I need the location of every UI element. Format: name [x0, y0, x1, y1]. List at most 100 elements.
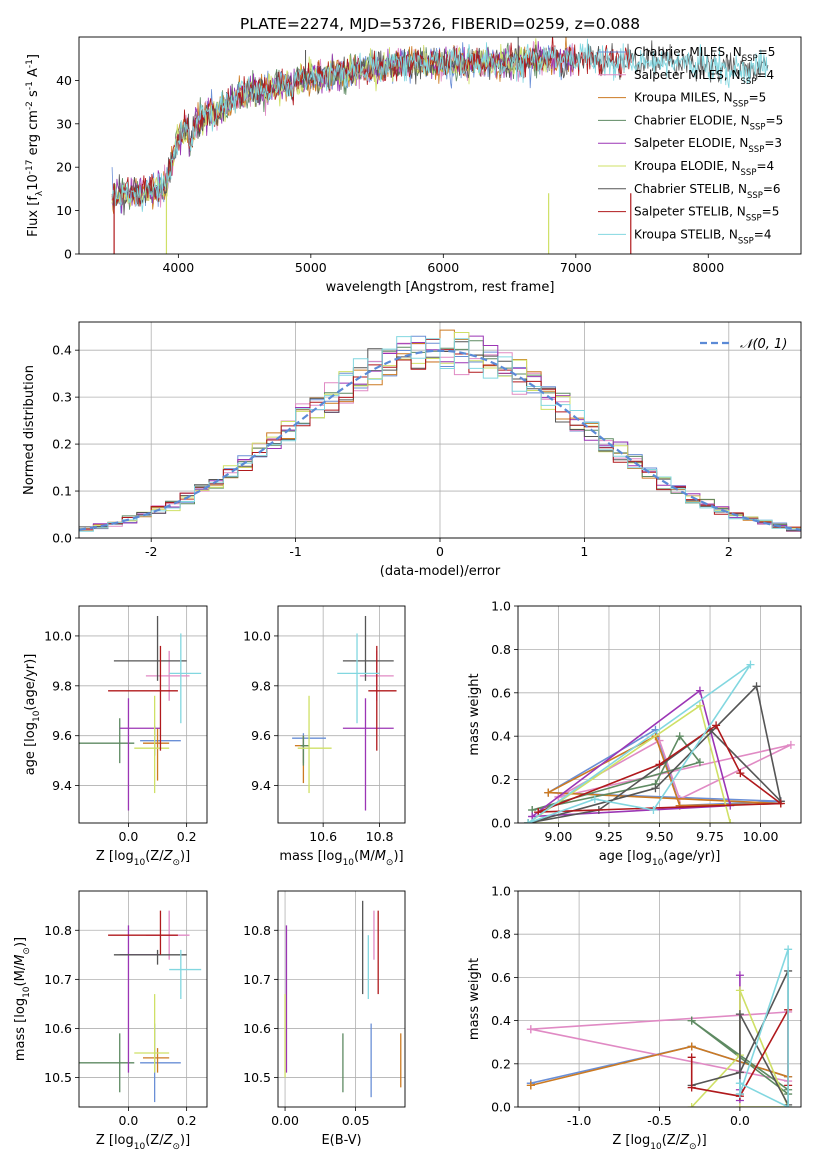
label-part: mass weight [467, 673, 482, 755]
spectrum-line [111, 37, 632, 207]
y-tick-label: 0 [64, 247, 72, 262]
legend-sub: SSP [733, 100, 749, 110]
label-part: mass [ [279, 849, 322, 864]
legend-value: =4 [756, 159, 774, 173]
label-part: -17 [25, 160, 35, 175]
weight-marker [735, 1103, 744, 1107]
panel-weight-vs-Z: -1.0 -0.5 0.0 0.0 0.2 0.4 0.6 0.8 1.0 Z [log10(Z/… [467, 884, 802, 1152]
weight-marker [687, 1016, 696, 1025]
weight-marker [544, 788, 553, 797]
label-part: Z [ [96, 849, 114, 864]
label-part: (M/ [13, 965, 28, 986]
legend-name: Kroupa MILES, N [634, 91, 733, 105]
legend-label: Kroupa ELODIE, NSSP=4 [634, 159, 774, 178]
weight-marker [687, 1053, 696, 1062]
x-tick-label: 0 [436, 544, 444, 559]
label-part: Z [163, 1133, 174, 1148]
label-part: 10 [26, 174, 41, 191]
y-tick-label: 10.8 [243, 923, 271, 938]
label-part: (Z/ [662, 1133, 681, 1148]
legend-name: Kroupa ELODIE, N [634, 159, 741, 173]
x-tick-label: 8000 [692, 260, 724, 275]
x-axis-label: E(B-V) [321, 1133, 361, 1148]
legend-value: =6 [763, 182, 781, 196]
y-tick-label: 10.5 [44, 1070, 72, 1085]
panel-weight-vs-age: 9.00 9.25 9.50 9.75 10.00 0.0 0.2 0.4 0.6 0.8 1.0 a… [467, 599, 802, 868]
legend-label: Chabrier STELIB, NSSP=6 [634, 182, 781, 201]
y-tick-label: 9.8 [52, 678, 72, 693]
label-part: E(B-V) [321, 1133, 361, 1148]
legend-sub: SSP [750, 122, 766, 132]
legend-label: Chabrier MILES, NSSP=5 [634, 45, 775, 64]
weight-marker [687, 1042, 696, 1051]
label-part: log [630, 1133, 650, 1148]
y-tick-label: 0.0 [491, 816, 511, 831]
legend-name: Chabrier ELODIE, N [634, 113, 750, 127]
y-tick-label: 0.3 [52, 390, 72, 405]
weight-marker [675, 732, 684, 741]
legend-value: =5 [758, 45, 776, 59]
label-part: erg cm [26, 110, 41, 159]
legend-sub: SSP [742, 54, 758, 64]
label-part: (age/yr)] [23, 654, 38, 711]
x-tick-label: 0.2 [177, 829, 197, 844]
label-part: log [632, 849, 652, 864]
label-part: (data-model)/error [380, 564, 501, 579]
label-part: A [26, 68, 41, 81]
label-part: (M/ [354, 849, 375, 864]
weight-marker [776, 799, 785, 808]
weight-marker [735, 1079, 744, 1088]
label-part: log [323, 849, 343, 864]
x-tick-label: -0.5 [647, 1113, 671, 1128]
legend-value: =5 [762, 205, 780, 219]
label-part: 10 [343, 858, 355, 868]
x-axis-label: Z [log10(Z/Z⊙)] [96, 849, 190, 868]
x-tick-label: 1 [580, 544, 588, 559]
label-part: Z [ [96, 1133, 114, 1148]
label-part: log [23, 722, 38, 742]
x-tick-label: 0.0 [119, 1113, 139, 1128]
label-part: 10 [22, 986, 32, 998]
label-part: )] [180, 1133, 190, 1148]
y-tick-label: 10.5 [243, 1070, 271, 1085]
label-part: age [ [23, 742, 38, 775]
y-tick-label: 9.4 [251, 778, 271, 793]
y-tick-label: 0.6 [491, 685, 511, 700]
y-tick-label: 0.0 [491, 1100, 511, 1115]
y-tick-label: 9.6 [52, 728, 72, 743]
y-tick-label: 0.6 [491, 970, 511, 985]
y-tick-label: 1.0 [491, 599, 511, 614]
y-tick-label: 1.0 [491, 884, 511, 899]
x-tick-label: -1.0 [567, 1113, 591, 1128]
legend-value: =4 [756, 68, 774, 82]
weight-marker [735, 971, 744, 980]
legend-value: =5 [766, 113, 784, 127]
y-tick-label: 0.8 [491, 642, 511, 657]
weight-line [527, 704, 732, 823]
weight-marker [735, 986, 744, 995]
x-tick-label: 9.75 [696, 829, 724, 844]
weight-marker [735, 1068, 744, 1077]
weight-marker [786, 740, 795, 749]
weight-marker [695, 701, 704, 710]
label-part: )] [697, 1133, 707, 1148]
label-part: mass weight [467, 958, 482, 1040]
y-tick-label: 30 [56, 116, 72, 131]
panel-mass-vs-Z: 0.0 0.210.510.610.710.8Z [log10(Z/Z⊙)]mas… [13, 890, 208, 1152]
legend-sub: SSP [748, 145, 764, 155]
legend-sub: SSP [747, 191, 763, 201]
label-part: -1 [25, 81, 35, 90]
legend-label: Salpeter ELODIE, NSSP=3 [634, 136, 782, 155]
x-tick-label: 4000 [162, 260, 194, 275]
y-tick-label: 0.2 [491, 772, 511, 787]
plot-area [526, 945, 793, 1107]
x-axis-label: (data-model)/error [380, 564, 501, 579]
y-axis-label: Flux [fλ10-17 erg cm-2 s-1 A-1] [25, 54, 45, 237]
y-tick-label: 10.6 [243, 1021, 271, 1036]
label-part: ⊙ [689, 1142, 697, 1152]
x-tick-label: 0.2 [177, 1113, 197, 1128]
y-axis-label: mass weight [467, 958, 482, 1040]
plot-area [79, 910, 202, 1103]
label-part: ⊙ [172, 858, 180, 868]
